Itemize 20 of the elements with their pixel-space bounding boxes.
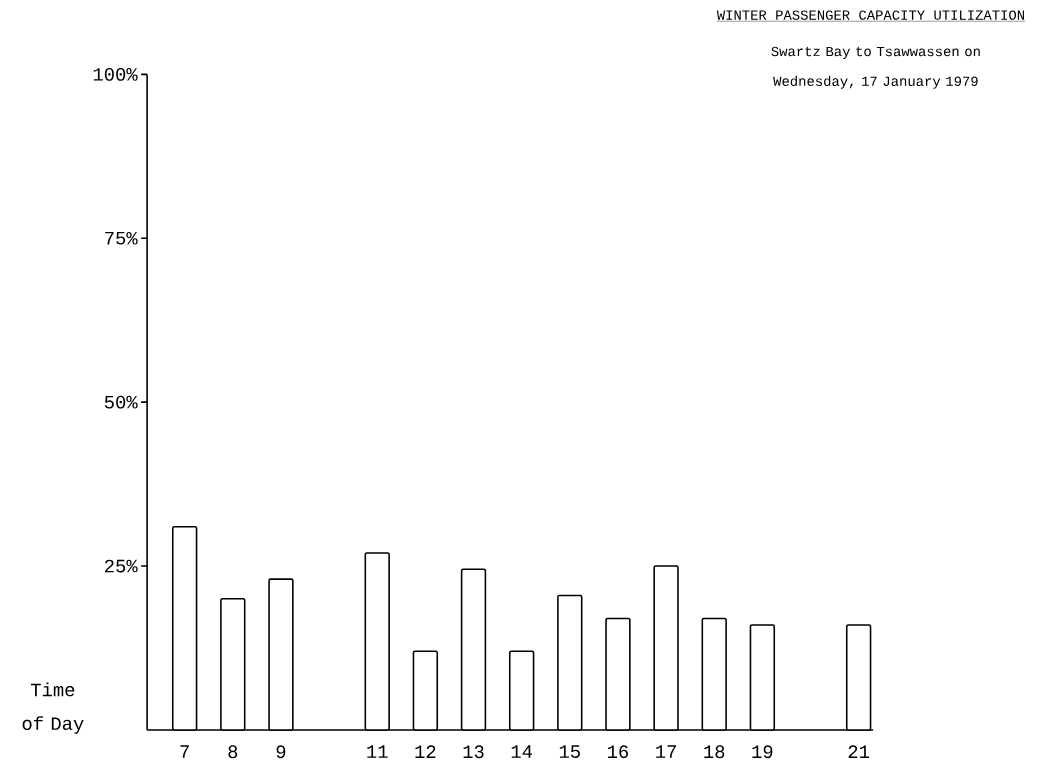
x-tick-label: 17 [656, 745, 676, 758]
x-tick-label: 9 [276, 745, 286, 759]
text: Swartz Bay to Tsawwassen on Wednesday, 17 January 1979 [771, 46, 980, 89]
x-tick-label: 13 [463, 745, 484, 759]
chart-title: WINTER PASSENGER CAPACITY UTILIZATION [716, 10, 1024, 21]
x-tick-label: 11 [367, 745, 388, 758]
y-tick-label: 50% [104, 395, 138, 409]
y-tick-label: 25% [105, 559, 138, 573]
x-tick-label: 7 [180, 745, 189, 758]
x-tick-label: 21 [848, 745, 870, 759]
x-tick-label: 19 [752, 745, 773, 759]
x-axis-title: Time of Day [22, 682, 84, 734]
x-tick-label: 14 [511, 745, 532, 758]
x-tick-label: 18 [704, 745, 725, 759]
x-tick-label: 8 [228, 745, 238, 759]
y-tick-label: 75% [105, 232, 138, 245]
x-tick-label: 16 [607, 745, 629, 759]
x-tick-label: 15 [559, 745, 580, 759]
y-tick-label: 100% [93, 68, 138, 81]
x-tick-label: 12 [415, 745, 436, 759]
